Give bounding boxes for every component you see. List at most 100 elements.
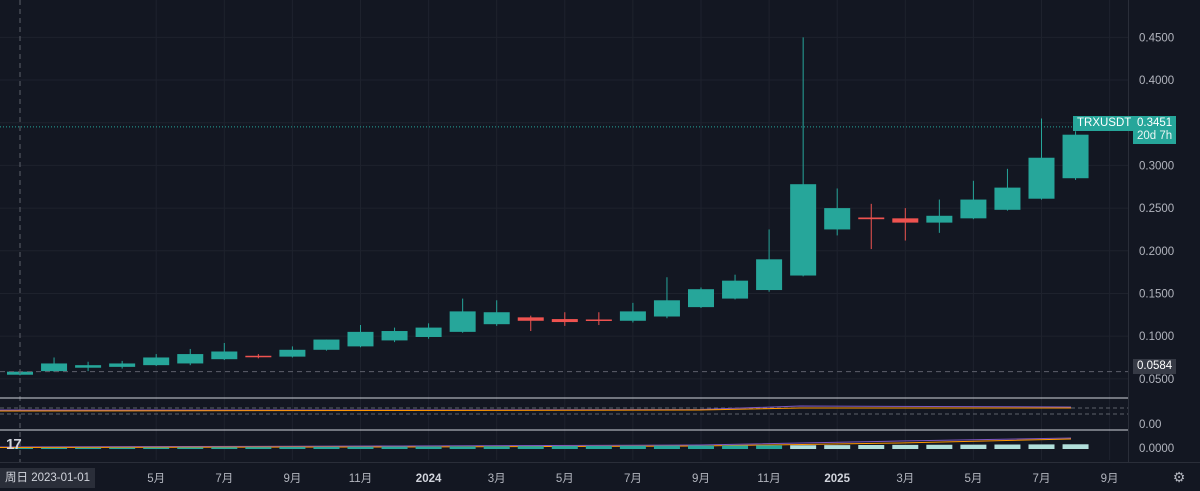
candle-body <box>653 300 680 317</box>
histogram-bar <box>926 444 953 449</box>
candle-body <box>415 327 442 337</box>
candle <box>756 229 783 292</box>
candle-body <box>722 280 749 299</box>
candle-body <box>892 218 919 223</box>
tradingview-logo[interactable]: 17 <box>6 436 22 453</box>
candle-body <box>41 363 68 372</box>
time-tick-label: 11月 <box>349 473 372 485</box>
histogram-bar <box>585 445 612 449</box>
candle-body <box>926 215 953 223</box>
candle-body <box>449 311 476 332</box>
histogram-bar <box>756 445 783 449</box>
histogram-bar <box>1028 444 1055 449</box>
candle <box>824 188 851 236</box>
candle <box>483 300 510 326</box>
histogram-bar <box>483 446 510 449</box>
histogram-bar <box>960 444 987 449</box>
symbol-tag: TRXUSDT <box>1073 116 1136 131</box>
candle <box>619 302 646 323</box>
candle-body <box>756 259 783 291</box>
crosshair-price-tag: 0.0584 <box>1133 359 1177 374</box>
current-price-tag: 0.3451 <box>1133 116 1177 131</box>
indicator1-tick-label: 0.00 <box>1139 419 1161 431</box>
price-tick-label: 0.2000 <box>1139 246 1174 258</box>
candle <box>245 354 272 359</box>
candle <box>517 315 544 332</box>
candle <box>347 325 374 348</box>
histogram-bar <box>7 448 33 449</box>
time-tick-label: 5月 <box>964 473 982 485</box>
candle-body <box>211 351 238 360</box>
time-tick-label: 9月 <box>692 473 710 485</box>
time-tick-label: 11月 <box>757 473 780 485</box>
countdown-tag: 20d 7h <box>1133 129 1177 144</box>
overlay-lines <box>0 0 1200 463</box>
candle <box>177 348 204 366</box>
price-tick-label: 0.0500 <box>1139 374 1174 386</box>
candle <box>75 361 102 372</box>
candle <box>551 312 578 326</box>
grid-lines <box>0 0 1128 460</box>
histogram-bar <box>347 446 374 449</box>
candle-body <box>688 289 714 308</box>
candle <box>1028 118 1055 200</box>
candle <box>211 342 238 361</box>
time-tick-label: 7月 <box>215 473 233 485</box>
crosshair-date-label: 周日 2023-01-01 <box>0 468 96 488</box>
candle <box>653 277 680 319</box>
histogram-bar <box>41 447 68 449</box>
indicator-line-orange <box>0 407 1071 412</box>
candle <box>960 180 987 220</box>
candle-body <box>960 199 987 219</box>
candle <box>381 327 408 343</box>
histogram-bar <box>109 447 136 449</box>
candle <box>858 203 885 250</box>
indicator-line-purple <box>0 437 1072 448</box>
candle <box>926 199 953 233</box>
price-tick-label: 0.3000 <box>1139 160 1174 172</box>
histogram-bar <box>824 445 851 449</box>
candle-body <box>619 311 646 321</box>
histogram-bar <box>211 447 238 449</box>
price-axis[interactable]: 0.45000.40000.35000.30000.25000.20000.15… <box>1139 32 1174 455</box>
histogram-bar <box>1062 444 1089 449</box>
candle <box>1062 131 1089 180</box>
histogram-bar <box>858 445 885 449</box>
candle <box>313 339 340 351</box>
candle-body <box>313 339 340 350</box>
price-tick-label: 0.4000 <box>1139 75 1174 87</box>
histogram-bar <box>415 446 442 449</box>
histogram-bar <box>177 447 204 449</box>
histogram-bar <box>449 446 476 449</box>
candle <box>994 168 1021 211</box>
candle-body <box>790 184 817 276</box>
gear-icon[interactable]: ⚙ <box>1172 469 1186 485</box>
histogram-bar <box>381 446 408 449</box>
time-tick-label: 5月 <box>147 473 165 485</box>
candle-body <box>585 319 612 321</box>
candle-body <box>858 217 885 220</box>
candle-body <box>75 365 102 368</box>
histogram-bar <box>143 447 170 449</box>
time-tick-label: 7月 <box>624 473 642 485</box>
candle <box>892 208 919 241</box>
histogram-bar <box>517 446 544 449</box>
candle-body <box>177 354 204 364</box>
histogram-bar <box>892 444 919 449</box>
candle-body <box>245 355 272 358</box>
candle <box>143 354 170 367</box>
time-tick-label: 2024 <box>416 473 442 485</box>
candle <box>722 274 749 300</box>
candle-body <box>347 331 374 347</box>
candle <box>449 298 476 333</box>
price-tick-label: 0.1500 <box>1139 288 1174 300</box>
time-tick-label: 9月 <box>1101 473 1119 485</box>
histogram-bar <box>279 447 306 449</box>
candle-body <box>517 317 544 321</box>
time-tick-label: 5月 <box>556 473 574 485</box>
histogram-bar <box>653 445 680 449</box>
time-axis[interactable]: 5月 7月 9月 11月 2024 3月 5月 7月 9月 11月 2025 3月 5月 7月 9月 <box>147 473 1118 485</box>
price-tick-label: 0.1000 <box>1139 331 1174 343</box>
histogram-bar <box>790 445 817 449</box>
